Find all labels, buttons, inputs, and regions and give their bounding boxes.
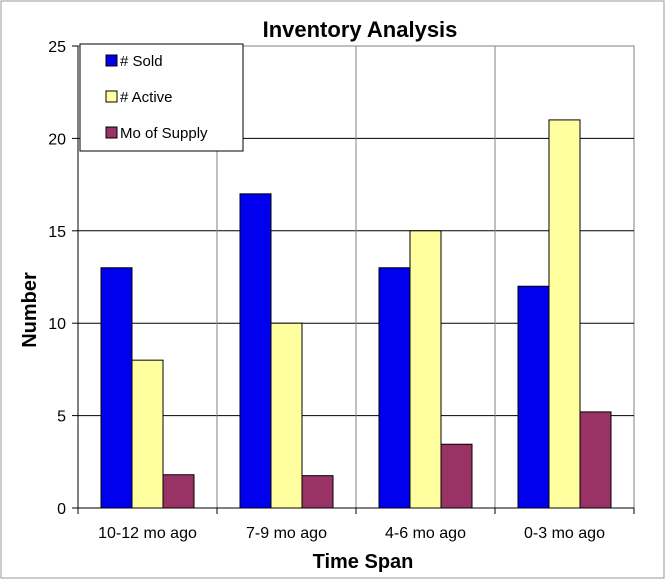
legend-label: Mo of Supply [120, 125, 208, 142]
bar [162, 474, 195, 509]
bars [100, 119, 612, 509]
y-tick-label: 5 [57, 409, 66, 426]
x-tick-label: 7-9 mo ago [246, 525, 327, 542]
legend-swatch [105, 126, 118, 139]
axes [72, 45, 635, 514]
bar [517, 285, 550, 509]
y-axis-title: Number [19, 272, 41, 348]
y-tick-label: 0 [57, 501, 66, 518]
bar [270, 322, 303, 509]
bar [239, 193, 272, 509]
legend-swatch [105, 90, 118, 103]
x-tick-label: 10-12 mo ago [98, 525, 197, 542]
bar [409, 230, 442, 509]
chart-title: Inventory Analysis [263, 17, 458, 42]
tick-labels: 0 5 10 15 20 25 10-12 mo ago 7-9 mo ago 4-6 mo a… [48, 39, 605, 542]
y-tick-label: 20 [48, 131, 66, 148]
bar [548, 119, 581, 509]
x-tick-label: 0-3 mo ago [524, 525, 605, 542]
legend-label: # Active [120, 89, 173, 106]
y-tick-label: 10 [48, 316, 66, 333]
legend-label: # Sold [120, 53, 163, 70]
bar [378, 267, 411, 509]
legend: # Sold # Active Mo of Supply [79, 43, 244, 152]
y-tick-label: 25 [48, 39, 66, 56]
x-tick-label: 4-6 mo ago [385, 525, 466, 542]
bar [131, 359, 164, 509]
bar [100, 267, 133, 509]
bar [579, 411, 612, 509]
x-axis-title: Time Span [313, 551, 414, 573]
bar [440, 443, 473, 509]
bar [301, 475, 334, 509]
y-tick-label: 15 [48, 224, 66, 241]
legend-swatch [105, 54, 118, 67]
